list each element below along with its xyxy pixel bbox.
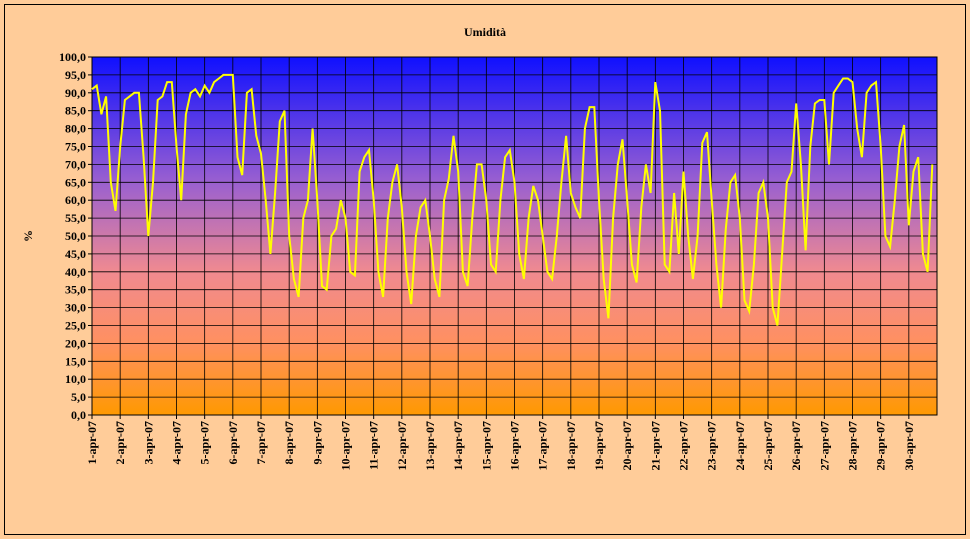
x-tick-label: 13-apr-07 bbox=[423, 421, 437, 471]
y-tick-label: 5,0 bbox=[71, 390, 86, 404]
y-tick-label: 45,0 bbox=[65, 247, 86, 261]
plot-border bbox=[91, 56, 938, 416]
x-tick-label: 1-apr-07 bbox=[85, 421, 99, 465]
x-tick-label: 22-apr-07 bbox=[677, 421, 691, 471]
y-tick-label: 20,0 bbox=[65, 336, 86, 350]
x-tick-label: 18-apr-07 bbox=[564, 421, 578, 471]
y-tick-label: 50,0 bbox=[65, 229, 86, 243]
y-tick-label: 65,0 bbox=[65, 175, 86, 189]
x-tick-label: 6-apr-07 bbox=[226, 421, 240, 465]
x-tick-label: 19-apr-07 bbox=[592, 421, 606, 471]
x-tick-label: 10-apr-07 bbox=[339, 421, 353, 471]
x-tick-label: 16-apr-07 bbox=[508, 421, 522, 471]
x-tick-label: 5-apr-07 bbox=[198, 421, 212, 465]
x-tick-label: 21-apr-07 bbox=[648, 421, 662, 471]
y-tick-label: 10,0 bbox=[65, 372, 86, 386]
x-tick-label: 27-apr-07 bbox=[817, 421, 831, 471]
y-tick-label: 90,0 bbox=[65, 86, 86, 100]
x-tick-label: 3-apr-07 bbox=[141, 421, 155, 465]
y-tick-label: 95,0 bbox=[65, 68, 86, 82]
y-tick-label: 0,0 bbox=[71, 408, 86, 422]
y-axis-label: % bbox=[21, 230, 35, 242]
y-tick-label: 55,0 bbox=[65, 211, 86, 225]
x-tick-label: 30-apr-07 bbox=[902, 421, 916, 471]
y-tick-label: 35,0 bbox=[65, 283, 86, 297]
x-tick-label: 24-apr-07 bbox=[733, 421, 747, 471]
y-tick-label: 25,0 bbox=[65, 319, 86, 333]
x-tick-label: 4-apr-07 bbox=[170, 421, 184, 465]
x-tick-label: 28-apr-07 bbox=[846, 421, 860, 471]
x-tick-label: 8-apr-07 bbox=[282, 421, 296, 465]
x-tick-label: 9-apr-07 bbox=[310, 421, 324, 465]
y-tick-label: 40,0 bbox=[65, 265, 86, 279]
x-tick-label: 20-apr-07 bbox=[620, 421, 634, 471]
x-tick-label: 14-apr-07 bbox=[451, 421, 465, 471]
x-tick-label: 23-apr-07 bbox=[705, 421, 719, 471]
x-tick-label: 12-apr-07 bbox=[395, 421, 409, 471]
x-tick-label: 17-apr-07 bbox=[536, 421, 550, 471]
y-tick-label: 85,0 bbox=[65, 104, 86, 118]
y-tick-label: 80,0 bbox=[65, 122, 86, 136]
x-tick-label: 25-apr-07 bbox=[761, 421, 775, 471]
x-tick-label: 29-apr-07 bbox=[874, 421, 888, 471]
y-tick-label: 75,0 bbox=[65, 140, 86, 154]
x-tick-label: 11-apr-07 bbox=[367, 421, 381, 470]
x-tick-label: 7-apr-07 bbox=[254, 421, 268, 465]
y-tick-label: 100,0 bbox=[59, 50, 86, 64]
data-line bbox=[91, 73, 934, 326]
chart-title: Umidità bbox=[464, 25, 506, 39]
y-tick-label: 15,0 bbox=[65, 354, 86, 368]
y-tick-label: 30,0 bbox=[65, 301, 86, 315]
x-tick-label: 2-apr-07 bbox=[113, 421, 127, 465]
y-tick-label: 60,0 bbox=[65, 193, 86, 207]
y-tick-label: 70,0 bbox=[65, 157, 86, 171]
x-tick-label: 15-apr-07 bbox=[479, 421, 493, 471]
x-tick-label: 26-apr-07 bbox=[789, 421, 803, 471]
